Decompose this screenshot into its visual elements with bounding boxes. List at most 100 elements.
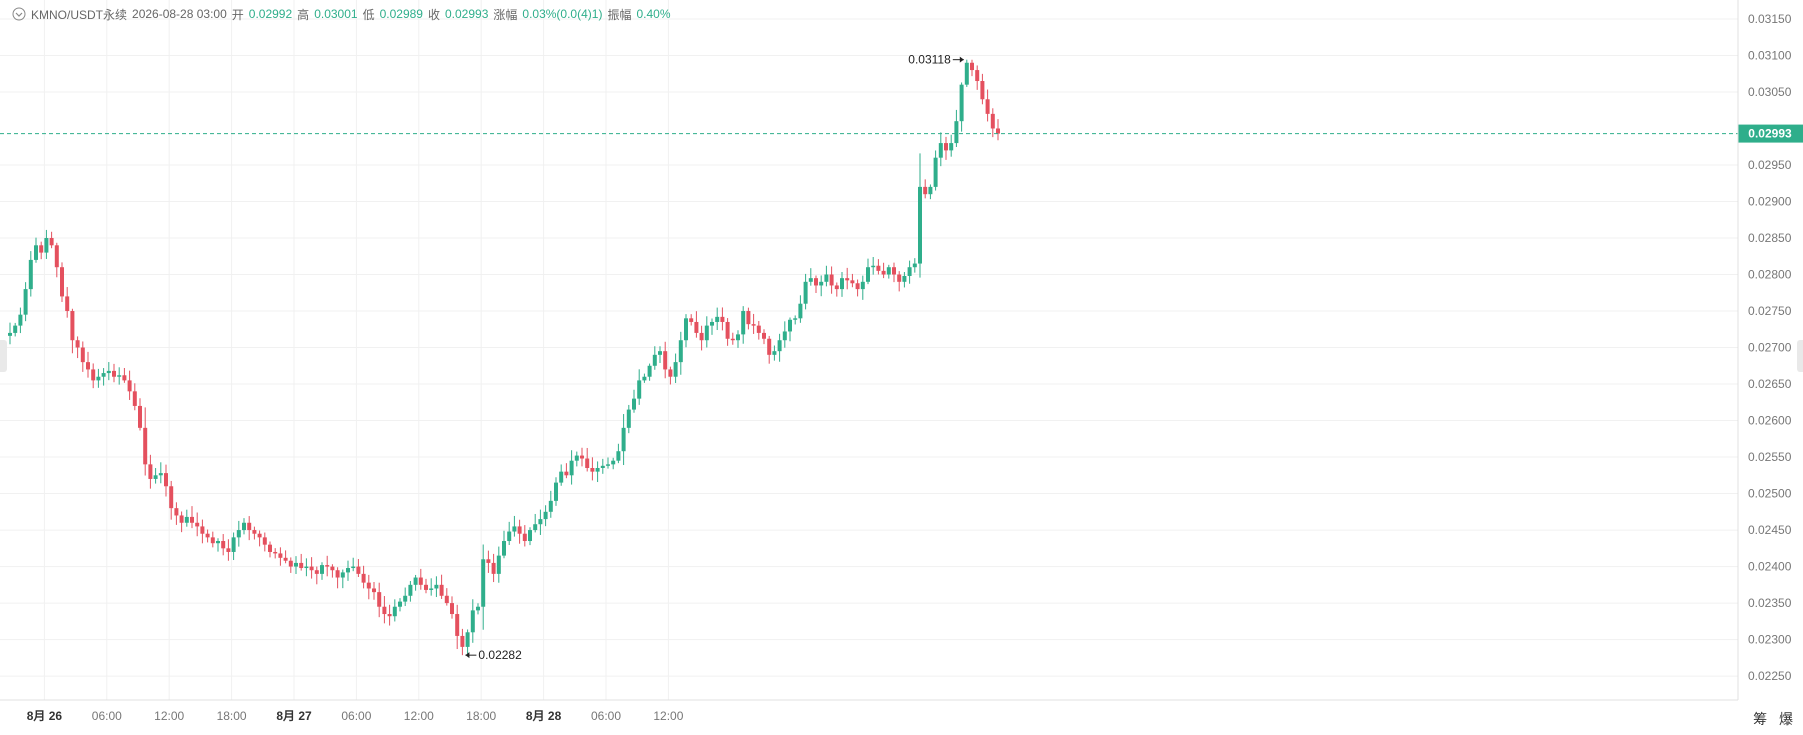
candle [190,506,194,529]
candle [892,262,896,283]
candle [923,179,928,199]
x-tick-label: 18:00 [217,709,247,723]
candle [798,295,803,323]
candle [210,531,215,548]
amplitude-label: 振幅 [607,7,632,22]
candle [366,574,371,600]
candle [626,404,631,434]
candle [429,578,434,596]
candle [673,353,678,383]
candle [938,132,943,167]
candle [8,322,12,345]
candle [221,534,226,556]
candle [554,477,558,506]
candle [330,564,335,578]
candle [335,567,340,589]
symbol-name[interactable]: KMNO/USDT永续 [31,7,128,22]
candle [736,330,740,348]
candle [538,509,543,535]
candle [195,512,200,537]
open-label: 开 [231,7,244,22]
current-price-tag [1738,124,1803,143]
candle [262,532,267,552]
candle [715,307,720,331]
candle [668,366,673,385]
change-label: 涨幅 [493,7,518,22]
candle [294,556,298,574]
candle [44,229,49,259]
candle [855,279,860,297]
candle [200,519,205,544]
candle [985,89,990,122]
candle [694,311,699,338]
candle [273,548,278,559]
candle [148,454,153,489]
candle [424,578,428,594]
time-axis[interactable]: 8月 26 06:00 12:00 18:00 8月 27 06:00 12:00 18:00… [0,699,1738,723]
left-panel-handle[interactable] [0,340,7,372]
candle [689,314,694,326]
candle [652,346,657,370]
candle [184,509,189,527]
candle [788,317,792,342]
min-arrow-head [465,652,470,659]
collapse-chevron-icon[interactable] [12,7,26,21]
candle [548,490,553,518]
candle [580,447,584,467]
y-tick-label: 0.02950 [1748,158,1792,172]
liquidation-button[interactable]: 爆 [1779,711,1797,727]
candle [517,519,522,544]
candle [122,367,127,383]
candle [642,373,647,383]
candle [990,108,995,138]
candle [216,538,220,552]
right-panel-handle[interactable] [1797,340,1803,372]
candle [600,458,605,474]
candle [398,598,402,612]
candle [491,553,496,583]
x-tick-label: 8月 27 [276,709,312,723]
candle [169,480,174,520]
candle [699,325,704,351]
candle [164,464,168,497]
candle [408,581,413,602]
candle [569,450,574,485]
candle [96,368,101,388]
candle [980,73,985,105]
candle [845,267,850,290]
candle [559,464,564,486]
max-arrow-head [959,56,964,63]
candle [86,351,90,378]
candle [574,451,579,467]
candle [746,307,751,330]
candle [65,287,70,318]
y-tick-label: 0.02300 [1748,633,1792,647]
chips-button[interactable]: 筹 [1753,711,1772,727]
y-tick-label: 0.02400 [1748,560,1792,574]
candle [704,316,709,348]
price-axis[interactable]: 0.03150 0.03100 0.03050 0.02950 0.02900 0.028… [1737,0,1792,700]
x-tick-label: 18:00 [466,709,496,723]
candle [897,271,902,292]
candle [710,318,714,335]
candle [970,59,974,77]
candle [522,525,527,547]
candle [28,251,33,297]
candle [850,273,855,288]
candle [595,461,600,483]
high-label: 高 [297,7,310,22]
candle [434,576,439,598]
candle [637,369,642,405]
candle [444,588,449,606]
max-price-label: 0.03118 [908,53,951,67]
candle [777,333,782,362]
candle [231,532,236,561]
candle [49,231,54,249]
candle [881,262,886,279]
candle [928,184,933,200]
candle [730,332,735,345]
y-tick-label: 0.02650 [1748,377,1792,391]
y-tick-label: 0.03050 [1748,85,1792,99]
candle [418,568,423,590]
